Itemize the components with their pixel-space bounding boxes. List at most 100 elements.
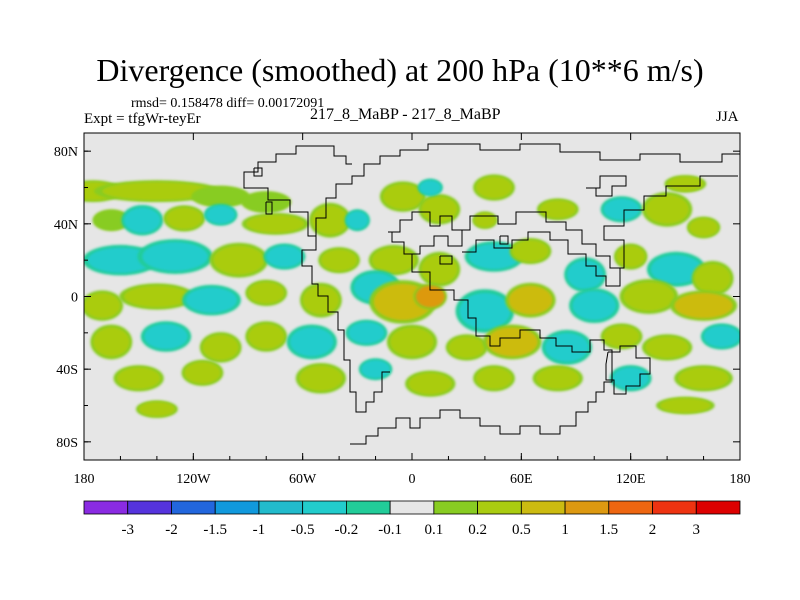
contour-blob (195, 187, 247, 206)
contour-blob (94, 211, 128, 230)
contour-blob (468, 243, 520, 270)
colorbar-swatch (564, 500, 610, 515)
contour-blob (486, 327, 538, 357)
contour-blob (93, 327, 130, 357)
x-tick-label: 180 (730, 472, 751, 487)
contour-blob (645, 194, 689, 224)
colorbar-swatch (520, 500, 566, 515)
contour-blob (371, 247, 416, 273)
experiment-label: Expt = tfgWr-teyEr (84, 111, 201, 127)
x-tick-label: 120W (176, 472, 211, 487)
y-tick-label: 40S (56, 363, 78, 378)
contour-blob (415, 285, 445, 308)
contour-blob (360, 360, 391, 379)
colorbar-label: -1.5 (203, 522, 227, 538)
colorbar-swatch (258, 500, 304, 515)
colorbar-swatch (695, 500, 741, 515)
colorbar-swatch (171, 500, 216, 515)
case-label: 217_8_MaBP - 217_8_MaBP (310, 106, 501, 123)
contour-blob (603, 198, 640, 221)
colorbar-label: 3 (693, 522, 701, 538)
colorbar-label: -2 (165, 522, 178, 538)
contour-blob (545, 332, 589, 362)
y-tick-label: 0 (71, 291, 78, 306)
contour-blob (213, 245, 265, 275)
colorbar-swatch (345, 500, 391, 515)
contour-blob (408, 372, 453, 395)
contour-blob (144, 323, 188, 350)
contour-blob (623, 281, 675, 312)
colorbar-label: 0.5 (512, 522, 531, 538)
colorbar-label: -0.1 (378, 522, 402, 538)
contour-blob (603, 325, 640, 348)
contour-blob (535, 367, 580, 390)
contour-blob (645, 336, 689, 359)
contour-blob (87, 247, 154, 273)
contour-blob (124, 207, 161, 233)
contour-blob (616, 245, 646, 268)
colorbar: -3 -2 -1.5 -1 -0.5 -0.2 -0.1 0.1 0.2 0.5 1 1.5 2 3 (83, 500, 741, 538)
x-tick-label: 60W (289, 472, 317, 487)
contour-blob (202, 334, 239, 361)
contour-blob (248, 323, 285, 350)
contour-blob (508, 285, 553, 315)
contour-blob (166, 207, 203, 230)
colorbar-label: 0.2 (468, 522, 487, 538)
contour-blob (138, 401, 176, 417)
contour-blob (246, 214, 305, 233)
contour-blob (459, 292, 511, 330)
colorbar-swatch (652, 500, 697, 515)
axes: 180 120W 60W 0 60E 120E 180 80N 40N 0 40S 80S (54, 133, 751, 487)
contour-blob (302, 285, 340, 315)
contour-blob (289, 327, 334, 357)
contour-blob (475, 367, 513, 390)
contour-blob (206, 205, 236, 224)
contour-blob (650, 254, 702, 284)
x-tick-label: 60E (510, 472, 533, 487)
contour-blob (667, 176, 704, 192)
chart-title: Divergence (smoothed) at 200 hPa (10**6 … (96, 52, 704, 88)
contour-blob (539, 200, 576, 219)
contour-blob (124, 285, 190, 308)
y-tick-label: 80N (54, 145, 78, 160)
colorbar-swatch (302, 500, 347, 515)
contour-blob (678, 367, 730, 390)
colorbar-label: 0.1 (424, 522, 443, 538)
contour-blob (572, 291, 617, 321)
colorbar-swatch (127, 500, 172, 515)
x-tick-label: 120E (616, 472, 646, 487)
colorbar-label: -1 (253, 522, 266, 538)
contour-blob (84, 292, 121, 319)
colorbar-swatch (608, 500, 653, 515)
contour-blob (512, 240, 549, 262)
contour-blob (186, 287, 238, 313)
colorbar-swatch (389, 500, 435, 515)
contour-blob (448, 336, 485, 359)
colorbar-label: 1.5 (599, 522, 618, 538)
colorbar-label: -0.5 (291, 522, 315, 538)
colorbar-swatch (433, 500, 479, 515)
contour-blob (694, 263, 731, 293)
contour-blob (475, 176, 513, 199)
contour-blob (142, 242, 208, 272)
colorbar-swatch (214, 500, 260, 515)
contour-blob (348, 321, 385, 344)
contour-blob (659, 398, 711, 413)
contour-blob (390, 327, 434, 357)
contour-blob (299, 365, 343, 391)
contour-blob (116, 367, 161, 390)
colorbar-label: -0.2 (335, 522, 359, 538)
colorbar-swatch (477, 500, 522, 515)
x-tick-label: 0 (409, 472, 416, 487)
season-label: JJA (716, 109, 739, 125)
contour-blob (266, 245, 303, 268)
y-tick-label: 40N (54, 218, 78, 233)
coastline-outline (243, 143, 740, 445)
contour-blob (419, 180, 442, 195)
contour-blob (311, 205, 349, 235)
contour-blob (320, 249, 358, 272)
contour-blob (184, 361, 221, 384)
contour-blob (566, 260, 604, 290)
colorbar-label: 2 (649, 522, 657, 538)
contour-blob (703, 325, 740, 348)
